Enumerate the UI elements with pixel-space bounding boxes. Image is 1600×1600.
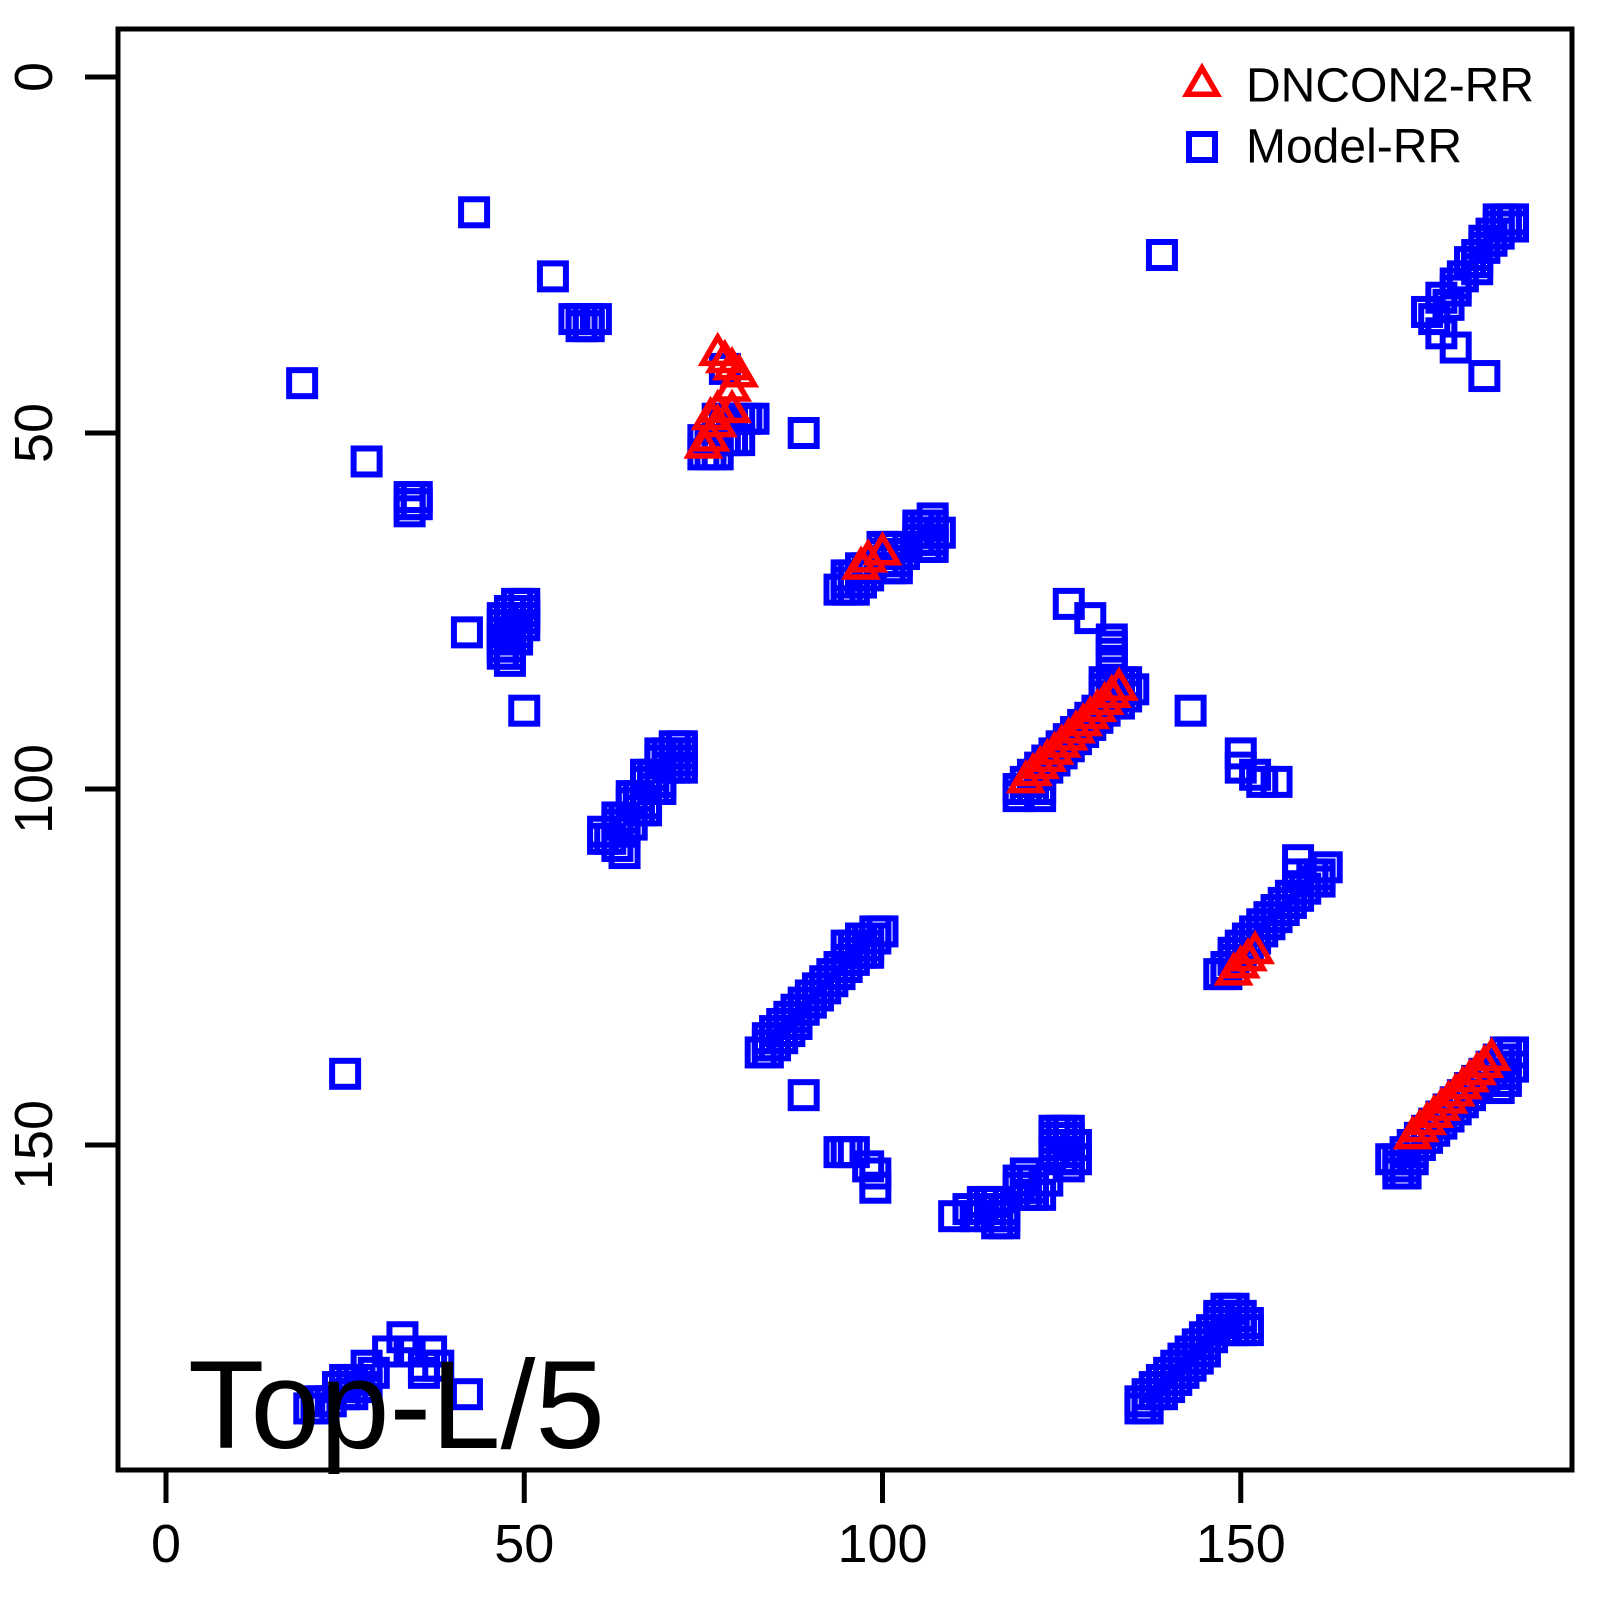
- legend-triangle-icon: [1182, 62, 1222, 97]
- model-rr-point: [1260, 765, 1293, 798]
- model-rr-point: [1239, 758, 1272, 791]
- model-rr-point: [1439, 331, 1472, 364]
- annotation-top-l5: Top-L/5: [188, 1336, 605, 1475]
- dncon2-rr-point: [1471, 1036, 1512, 1072]
- model-rr-point: [393, 488, 426, 521]
- model-rr-point: [1174, 694, 1207, 727]
- model-rr-point: [1074, 602, 1107, 635]
- x-axis-ticks: 0 50 100 150: [151, 1470, 1286, 1574]
- dncon2-rr-point: [862, 531, 903, 566]
- y-tick-label: 0: [4, 62, 64, 92]
- y-tick-label: 50: [4, 403, 64, 463]
- model-rr-point: [1468, 360, 1501, 393]
- series-dncon2-rr: [683, 331, 1512, 1150]
- model-rr-point: [400, 488, 433, 521]
- model-rr-point: [601, 829, 634, 862]
- dncon2-rr-point: [683, 424, 724, 459]
- legend-label-model: Model-RR: [1246, 121, 1462, 174]
- y-tick-label: 100: [4, 744, 64, 834]
- model-rr-point: [508, 694, 541, 727]
- model-rr-point: [1131, 1392, 1164, 1425]
- model-rr-point: [493, 644, 526, 677]
- x-tick-label: 0: [151, 1514, 181, 1574]
- x-tick-label: 100: [837, 1514, 927, 1574]
- model-rr-point: [450, 1378, 483, 1411]
- model-rr-point: [450, 616, 483, 649]
- legend: DNCON2-RR Model-RR: [1182, 60, 1534, 174]
- y-tick-label: 150: [4, 1100, 64, 1190]
- plot-border: [115, 26, 1575, 1473]
- y-axis-ticks: 0 50 100 150: [4, 62, 118, 1190]
- model-rr-point: [608, 837, 641, 870]
- model-rr-point: [350, 445, 383, 478]
- model-rr-point: [859, 1171, 892, 1204]
- dncon2-rr-point: [841, 545, 881, 580]
- dncon2-rr-point: [712, 388, 753, 424]
- legend-label-dncon2: DNCON2-RR: [1246, 60, 1534, 113]
- model-rr-point: [300, 1392, 333, 1425]
- model-rr-point: [393, 495, 426, 528]
- model-rr-point: [787, 417, 820, 449]
- model-rr-point: [1145, 239, 1178, 271]
- model-rr-point: [787, 1079, 820, 1112]
- data-points-layer: [286, 196, 1530, 1425]
- model-rr-point: [329, 1057, 362, 1090]
- model-rr-point: [458, 196, 491, 229]
- model-rr-point: [852, 936, 885, 969]
- model-rr-point: [1389, 1157, 1422, 1190]
- model-rr-point: [1009, 1157, 1042, 1190]
- model-rr-point: [988, 1207, 1021, 1240]
- model-rr-point: [852, 1150, 885, 1183]
- model-rr-point: [286, 367, 319, 400]
- model-rr-point: [1231, 1314, 1264, 1347]
- model-rr-point: [572, 310, 605, 343]
- model-rr-point: [536, 260, 569, 293]
- x-tick-label: 50: [494, 1514, 554, 1574]
- model-rr-point: [1052, 1150, 1085, 1183]
- model-rr-point: [1059, 1143, 1092, 1176]
- series-model-rr: [286, 196, 1530, 1425]
- dncon2-rr-point: [1235, 929, 1276, 965]
- model-rr-point: [407, 1356, 440, 1389]
- x-tick-label: 150: [1196, 1514, 1286, 1574]
- dncon2-rr-point: [1098, 666, 1139, 701]
- legend-square-icon: [1186, 131, 1218, 163]
